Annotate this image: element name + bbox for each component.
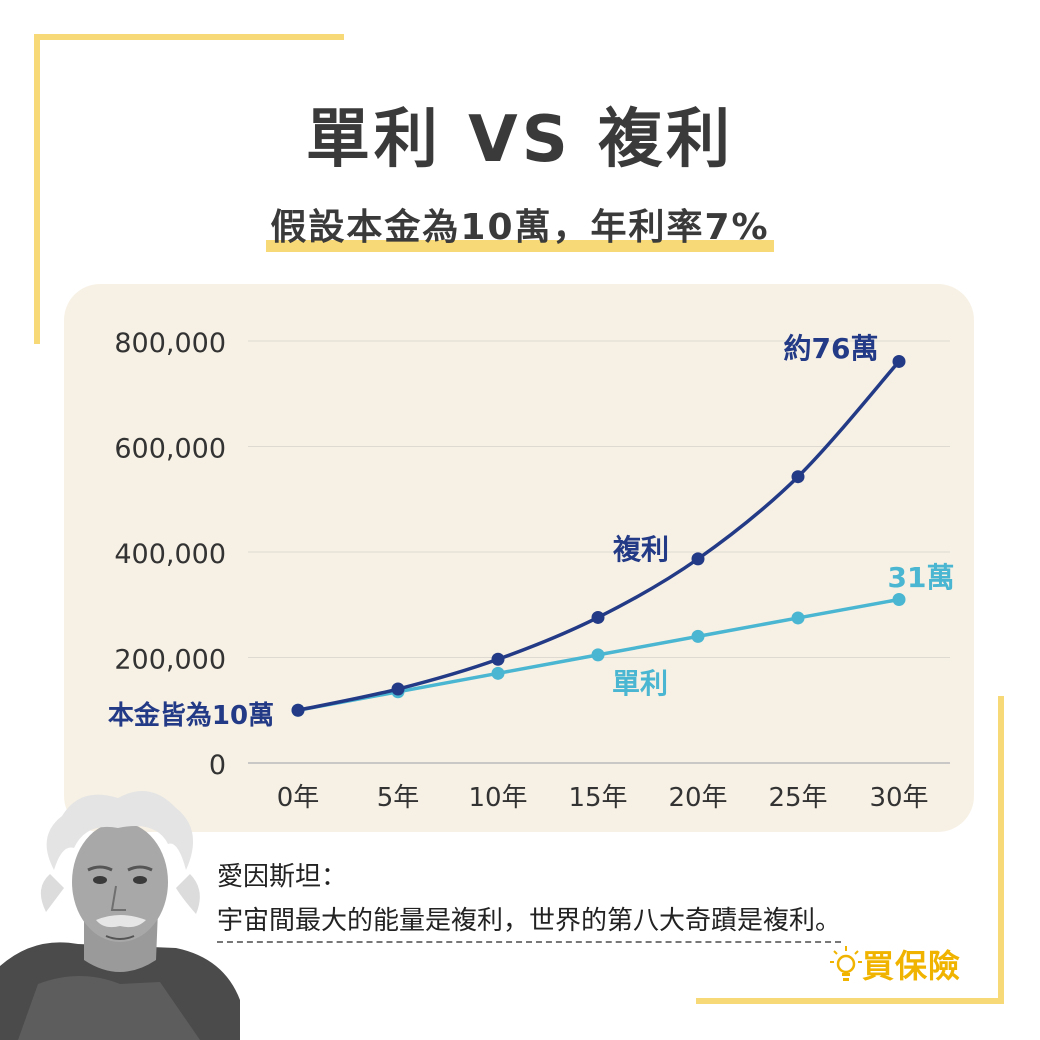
compound-data-point (391, 682, 405, 696)
quote-author: 愛因斯坦： (217, 862, 348, 892)
compound-data-point (291, 703, 305, 717)
simple-data-point (892, 592, 906, 606)
page-subtitle: 假設本金為10萬，年利率7% (266, 198, 774, 252)
lightbulb-icon (830, 946, 862, 981)
compound-series-label: 複利 (613, 533, 669, 566)
compound-data-point (691, 552, 705, 566)
frame-line-bottom-right-h (696, 998, 1004, 1004)
simple-series-label: 單利 (612, 667, 668, 700)
chart-series (291, 354, 906, 717)
frame-line-top-left-h (34, 34, 344, 40)
chart-panel (64, 284, 974, 832)
x-tick-label: 10年 (468, 783, 527, 813)
page-title: 單利 VS 複利 (305, 103, 735, 177)
simple-data-point (591, 648, 605, 662)
compound-data-point (491, 652, 505, 666)
simple-data-point (491, 666, 505, 680)
compound-data-point (591, 610, 605, 624)
x-tick-label: 5年 (377, 783, 420, 813)
y-tick-label: 400,000 (114, 539, 226, 570)
einstein-portrait-image (0, 790, 240, 1040)
x-tick-label: 30年 (869, 783, 928, 813)
brand-logo: 買保險 (830, 944, 962, 985)
compound-data-point (791, 470, 805, 484)
y-tick-label: 0 (209, 750, 226, 781)
simple-data-point (691, 629, 705, 643)
simple-data-point (791, 611, 805, 625)
frame-line-bottom-right-v (998, 696, 1004, 1004)
subtitle-wrap: 假設本金為10萬，年利率7% (0, 198, 1040, 252)
y-tick-label: 600,000 (114, 434, 226, 465)
frame-line-top-left-v (34, 34, 40, 344)
y-axis-ticks: 0 200,000 400,000 600,000 800,000 (114, 328, 226, 781)
y-tick-label: 200,000 (114, 645, 226, 676)
simple-end-annotation: 31萬 (888, 561, 955, 594)
y-tick-label: 800,000 (114, 328, 226, 359)
logo-text: 買保險 (862, 947, 962, 985)
compound-data-point (892, 354, 906, 368)
quote-text: 宇宙間最大的能量是複利，世界的第八大奇蹟是複利。 (217, 900, 842, 943)
start-principal-annotation: 本金皆為10萬 (108, 700, 274, 731)
x-tick-label: 0年 (277, 783, 320, 813)
x-tick-label: 20年 (668, 783, 727, 813)
x-axis-ticks: 0年 5年 10年 15年 20年 25年 30年 (277, 783, 929, 813)
x-tick-label: 25年 (768, 783, 827, 813)
x-tick-label: 15年 (568, 783, 627, 813)
compound-end-annotation: 約76萬 (784, 332, 879, 365)
